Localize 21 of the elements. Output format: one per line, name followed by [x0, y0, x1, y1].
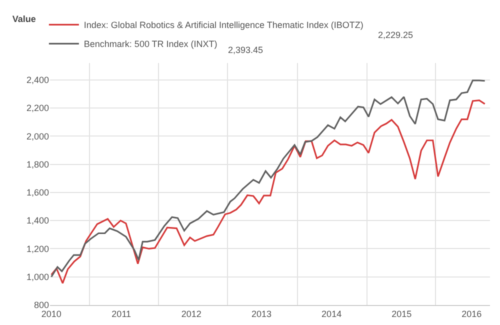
legend-label: Benchmark: 500 TR Index (INXT) — [84, 39, 218, 50]
x-tick-label: 2012 — [181, 308, 202, 319]
x-tick-label: 2011 — [112, 308, 132, 319]
y-tick-label: 2,400 — [26, 75, 49, 86]
y-tick-label: 1,000 — [26, 272, 49, 282]
y-tick-label: 2,000 — [26, 131, 49, 142]
y-tick-label: 1,200 — [26, 244, 49, 254]
y-tick-label: 1,400 — [26, 216, 49, 226]
x-tick-label: 2013 — [252, 308, 272, 319]
text: 2,393.45 — [228, 45, 264, 55]
x-tick-label: 2016 — [462, 308, 482, 319]
y-tick-label: 2,200 — [26, 103, 49, 114]
legend-title: Value — [12, 14, 36, 24]
y-tick-label: 1,800 — [26, 159, 49, 170]
x-tick-label: 2010 — [41, 308, 62, 319]
legend-label: Index: Global Robotics & Artificial Intelligence Thematic Index (IBOTZ) — [84, 20, 364, 30]
text: 2,229.25 — [378, 30, 414, 40]
x-tick-label: 2014 — [322, 308, 342, 319]
y-tick-label: 1,600 — [26, 188, 49, 198]
x-tick-label: 2015 — [392, 308, 412, 319]
y-tick-label: 800 — [34, 300, 49, 310]
